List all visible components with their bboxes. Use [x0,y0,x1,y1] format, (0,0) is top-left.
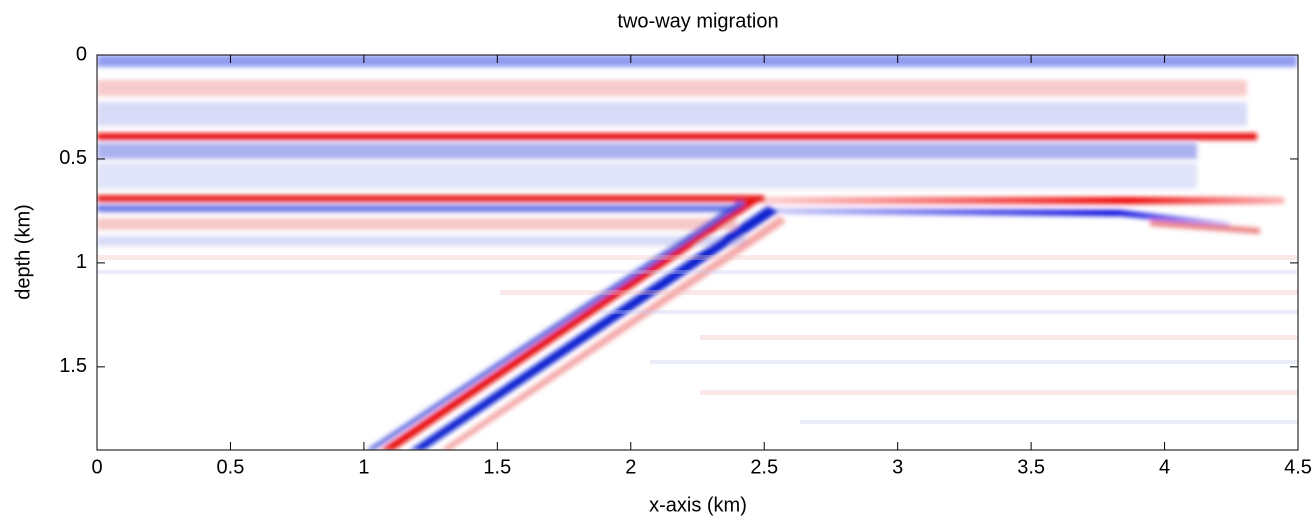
x-tick-label: 4.5 [1284,456,1312,478]
y-tick-label: 0.5 [59,147,87,169]
chart-title: two-way migration [617,10,778,32]
y-tick-label: 0 [76,43,87,65]
x-tick-label: 2.5 [750,456,778,478]
x-tick-label: 4 [1159,456,1170,478]
x-tick-label: 1.5 [483,456,511,478]
y-tick-label: 1.5 [59,355,87,377]
x-tick-label: 3 [892,456,903,478]
x-tick-label: 2 [625,456,636,478]
x-tick-label: 0 [91,456,102,478]
seismic-image [97,55,1298,450]
plot-frame [96,54,1299,451]
x-tick-label: 1 [358,456,369,478]
x-tick-label: 0.5 [217,456,245,478]
y-tick-label: 1 [76,251,87,273]
x-axis-label: x-axis (km) [649,494,747,516]
x-tick-label: 3.5 [1017,456,1045,478]
y-axis-label: depth (km) [12,204,34,300]
